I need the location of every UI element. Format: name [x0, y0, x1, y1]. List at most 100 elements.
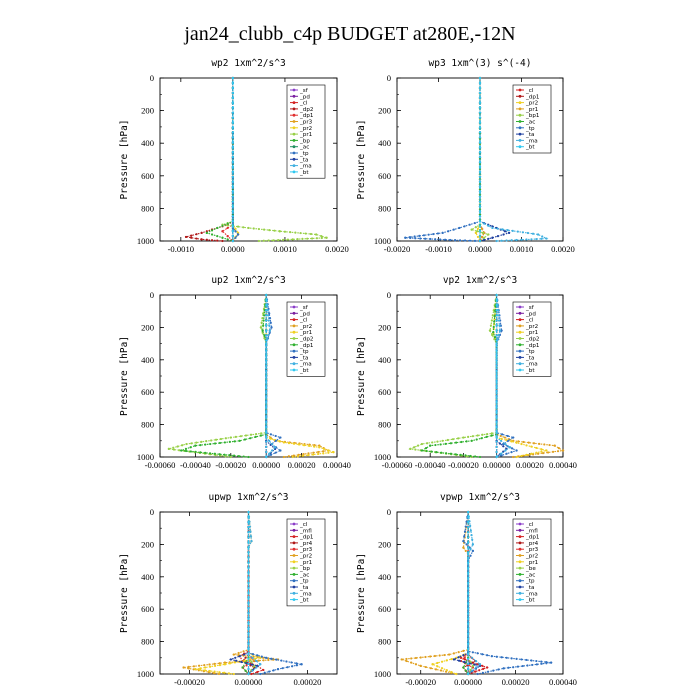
data-point [467, 672, 470, 676]
data-point [462, 654, 465, 657]
data-point [447, 230, 450, 233]
data-point [521, 664, 524, 668]
data-point [454, 239, 457, 242]
data-point [231, 185, 234, 188]
legend-label: _tp [525, 579, 535, 585]
data-point [223, 453, 226, 456]
data-point [265, 369, 268, 373]
data-point [492, 669, 495, 672]
data-point [495, 319, 498, 322]
data-point [507, 231, 511, 234]
data-point [405, 657, 408, 661]
legend-marker [518, 330, 522, 334]
data-point [467, 435, 470, 438]
data-point [322, 452, 325, 455]
data-point [251, 656, 254, 659]
y-tick-label: 600 [378, 387, 391, 397]
data-point [537, 233, 540, 236]
legend-label: _bt [299, 368, 309, 374]
y-tick-label: 1000 [137, 236, 154, 246]
data-point [400, 658, 403, 661]
data-point [263, 314, 266, 317]
data-point [231, 91, 234, 94]
data-point [475, 438, 478, 441]
data-point [507, 439, 510, 442]
x-tick-label: 0.00020 [502, 677, 530, 687]
data-point [247, 541, 250, 544]
data-point [265, 385, 268, 388]
legend: _sf_pd_cl_pr2_pr1_dp2_dp1_tp_ta_ma_bt [286, 301, 326, 377]
legend-label: _pd [299, 94, 310, 100]
legend-label: _tp [299, 349, 309, 355]
data-point [467, 632, 470, 635]
data-point [244, 659, 247, 662]
data-point [478, 131, 482, 134]
data-point [440, 660, 444, 663]
data-point [247, 667, 250, 671]
data-point [490, 319, 493, 322]
data-point [276, 668, 280, 671]
legend-marker [292, 330, 296, 334]
data-point [256, 654, 259, 657]
data-point [497, 314, 500, 317]
data-point [424, 446, 428, 450]
legend-marker [292, 170, 296, 174]
data-point [483, 222, 486, 225]
data-point [190, 236, 193, 239]
data-point [495, 655, 498, 658]
data-point [269, 321, 272, 324]
legend-marker [292, 324, 296, 328]
data-point [265, 319, 268, 322]
data-point [256, 664, 259, 668]
y-axis-label: Pressure [hPa] [356, 553, 367, 633]
data-point [495, 374, 498, 378]
data-point [265, 445, 268, 448]
figure-title: jan24_clubb_c4p BUDGET at280E,-12N [183, 23, 515, 45]
x-tick-label: 0.0000 [221, 244, 245, 254]
legend: _cl_dp1_pr2_pr1_bp1_ac_tp_ta_ma_bt [512, 84, 552, 154]
x-tick-label: 0.0000 [468, 244, 492, 254]
data-point [259, 663, 262, 666]
series-line [430, 512, 469, 675]
data-point [503, 436, 506, 439]
data-point [210, 239, 214, 242]
data-point [306, 237, 309, 240]
data-point [312, 451, 315, 454]
data-point [429, 237, 432, 241]
y-tick-label: 200 [378, 539, 391, 549]
data-point [515, 441, 518, 444]
data-point [467, 561, 470, 564]
data-point [249, 437, 252, 440]
panel-title: wp2 1xm^2/s^3 [211, 58, 285, 69]
data-point [478, 106, 482, 109]
data-point [209, 665, 212, 668]
data-point [545, 449, 548, 452]
data-point [205, 440, 208, 443]
data-point [216, 235, 219, 238]
data-point [515, 455, 518, 459]
x-tick-label: 0.00020 [288, 460, 316, 470]
data-point [467, 536, 470, 539]
data-point [247, 657, 250, 660]
data-point [214, 438, 218, 441]
legend-label: _bt [299, 598, 309, 604]
data-point [478, 220, 482, 223]
data-point [478, 225, 482, 228]
legend: _cl_mfl_dp1_pr4_pr3_pr2_pr1_bp_ac_tp_ta_… [286, 518, 326, 607]
data-point [416, 444, 420, 447]
legend-marker [292, 132, 296, 136]
x-tick-label: -0.00040 [180, 460, 211, 470]
data-point [262, 239, 265, 242]
data-point [550, 661, 553, 664]
legend-label: _bt [525, 598, 535, 604]
data-point [481, 653, 484, 656]
data-point [247, 226, 250, 230]
data-point [526, 231, 530, 235]
data-point [281, 667, 284, 670]
data-point [247, 551, 250, 554]
data-point [228, 662, 232, 665]
legend-marker [518, 585, 522, 589]
x-tick-label: -0.00040 [415, 460, 446, 470]
data-point [231, 155, 234, 159]
data-point [271, 449, 274, 452]
